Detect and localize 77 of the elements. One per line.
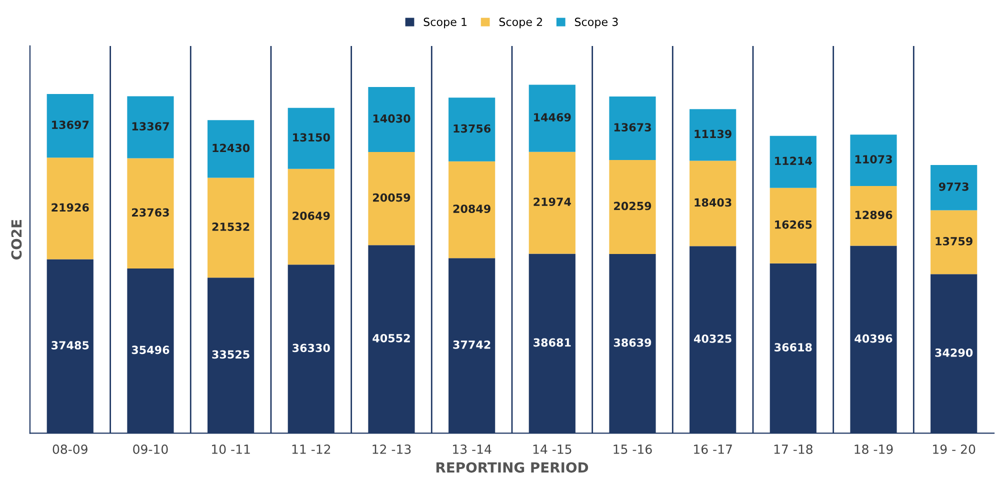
x-tick-label: 17 -18 (774, 444, 812, 454)
bar (127, 158, 174, 269)
bar (368, 152, 415, 246)
bar (770, 188, 816, 264)
bar (127, 96, 174, 158)
x-tick-label: 08-09 (52, 444, 88, 454)
bar (850, 134, 897, 186)
bar (850, 186, 897, 246)
data-label: 40325 (694, 334, 732, 343)
bar (930, 164, 978, 210)
bar (528, 84, 576, 152)
data-label: 13673 (614, 123, 651, 132)
legend-label: Scope 2 (499, 18, 542, 28)
data-label: 13697 (52, 120, 89, 130)
data-label: 37742 (453, 340, 490, 349)
data-label: 12896 (855, 210, 892, 220)
x-tick-label: 11 -12 (292, 444, 330, 454)
x-tick-label: 13 -14 (453, 444, 492, 454)
data-label: 36618 (774, 343, 812, 352)
data-label: 40396 (854, 334, 892, 343)
bar (930, 210, 978, 274)
data-label: 11073 (855, 155, 892, 164)
bar (770, 136, 816, 188)
x-tick-label: 18 -19 (854, 444, 893, 454)
data-label: 23763 (132, 208, 169, 217)
legend-label: Scope 3 (574, 18, 618, 28)
data-label: 16265 (775, 220, 812, 229)
data-label: 11214 (775, 156, 812, 165)
data-label: 12430 (212, 144, 250, 152)
data-label: 11139 (694, 130, 732, 138)
data-label: 20259 (614, 202, 652, 210)
data-label: 38681 (534, 338, 571, 347)
x-tick-label: 16 -17 (694, 444, 732, 454)
data-label: 21532 (212, 222, 250, 231)
data-label: 20649 (292, 212, 330, 220)
data-label: 13150 (293, 133, 330, 142)
data-label: 37485 (52, 341, 89, 350)
data-label: 21974 (534, 198, 571, 206)
bar (690, 109, 736, 161)
bar (690, 160, 736, 246)
legend-label: Scope 1 (424, 18, 467, 28)
x-tick-label: 10 -11 (212, 444, 250, 454)
bar (288, 108, 334, 169)
bar (448, 98, 496, 162)
data-label: 38639 (614, 338, 652, 347)
data-label: 33525 (212, 350, 250, 359)
x-tick-label: 14 -15 (533, 444, 572, 454)
x-tick-label: 09-10 (133, 444, 168, 454)
data-label: 14030 (373, 114, 410, 123)
data-label: 14469 (534, 113, 571, 122)
x-tick-label: 12 -13 (372, 444, 411, 454)
data-label: 35496 (132, 346, 170, 354)
bar (528, 152, 576, 254)
data-label: 40552 (372, 334, 410, 342)
bar (609, 160, 656, 254)
data-label: 13367 (132, 122, 169, 131)
data-label: 34290 (935, 348, 973, 357)
x-tick-label: 19 - 20 (933, 444, 976, 454)
data-label: 20059 (373, 193, 410, 202)
data-label: 36330 (292, 344, 330, 352)
bar (46, 94, 94, 158)
y-axis-title: CO2E (11, 220, 22, 260)
bar (609, 96, 656, 160)
data-label: 9773 (938, 182, 968, 191)
data-label: 13759 (936, 237, 972, 246)
x-axis-title: REPORTING PERIOD (436, 462, 588, 473)
bar (448, 161, 496, 258)
x-tick-label: 15 -16 (614, 444, 652, 454)
bar (288, 168, 334, 265)
data-label: 18403 (694, 198, 732, 207)
bar (208, 120, 254, 178)
data-label: 13756 (454, 124, 491, 133)
data-label: 20849 (453, 204, 490, 213)
bar (46, 158, 94, 260)
data-label: 21926 (52, 203, 89, 212)
bar (208, 178, 254, 278)
bar (368, 86, 415, 152)
